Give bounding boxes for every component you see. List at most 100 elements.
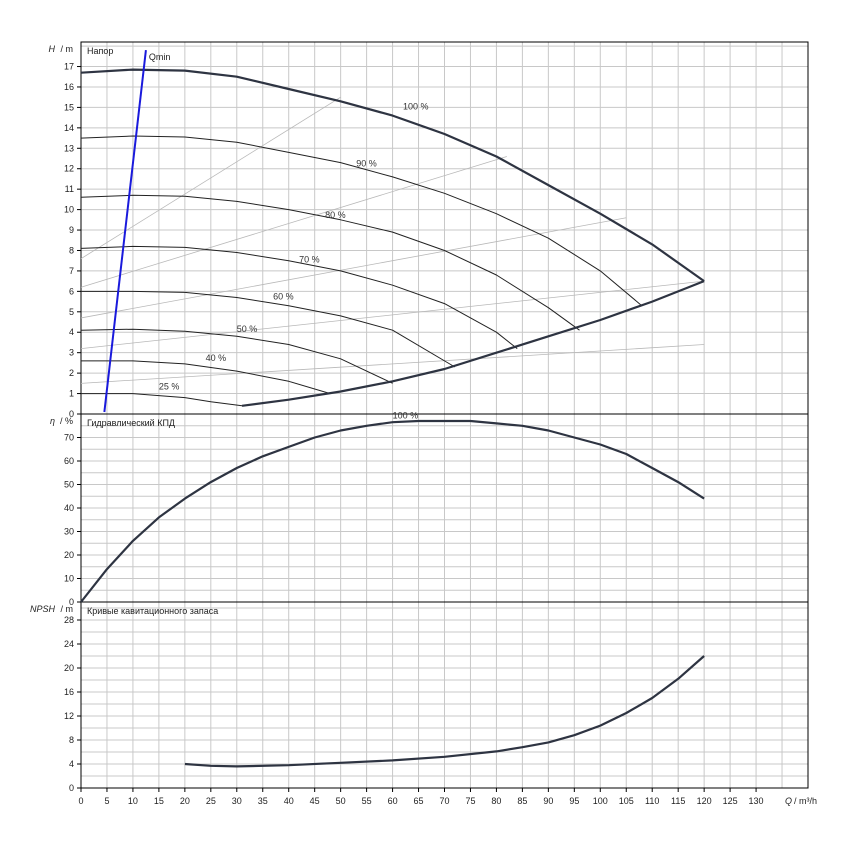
head-curve: [80, 245, 518, 349]
y-tick-label: 15: [64, 102, 74, 112]
head-curve: [80, 194, 580, 331]
head-curve: [80, 68, 705, 282]
panel-3: 0 4 8 12 16 20 24 28 NPSH / m Кривые кавитационног…: [30, 601, 809, 793]
head-curve: [81, 290, 456, 368]
y-axis-symbol: η: [50, 416, 55, 426]
y-tick-label: 30: [64, 527, 74, 537]
curve-label: 25 %: [159, 381, 180, 391]
x-tick-label: 120: [697, 796, 712, 806]
y-tick-label: 0: [69, 409, 74, 419]
npsh-curve: [184, 655, 705, 768]
x-tick-label: 45: [310, 796, 320, 806]
x-tick-label: 80: [491, 796, 501, 806]
y-axis-unit: / m: [61, 44, 74, 54]
x-tick-label: 10: [128, 796, 138, 806]
x-tick-label: 20: [180, 796, 190, 806]
reference-line: [80, 344, 705, 384]
y-tick-label: 14: [64, 123, 74, 133]
npsh-curves: 0 5 10 15 20 25 30 35 40 45 50 55 60 65 70 75 80 85 90 95 10…: [78, 655, 817, 806]
y-tick-label: 4: [69, 759, 74, 769]
reference-line: [80, 156, 507, 288]
y-tick-label: 1: [69, 389, 74, 399]
x-tick-label: 40: [284, 796, 294, 806]
x-tick-label: 105: [619, 796, 634, 806]
x-tick-label: 55: [362, 796, 372, 806]
curve-label: 40 %: [206, 353, 227, 363]
head-curves: 100 % 90 % 80 % 70 % 60 % 50 % 40 % 25 % Qmin: [80, 50, 705, 413]
y-tick-label: 16: [64, 82, 74, 92]
head-curve: [81, 360, 331, 395]
panel-title: Кривые кавитационного запаса: [87, 606, 218, 616]
curve-label: 60 %: [273, 292, 294, 302]
y-tick-label: 13: [64, 143, 74, 153]
head-curve: [80, 328, 393, 384]
curve-label: 70 %: [299, 255, 320, 265]
y-tick-label: 9: [69, 225, 74, 235]
y-axis-symbol: H: [49, 44, 56, 54]
y-tick-label: 50: [64, 480, 74, 490]
y-tick-label: 8: [69, 245, 74, 255]
x-tick-label: 50: [336, 796, 346, 806]
x-tick-label: 130: [749, 796, 764, 806]
y-tick-label: 24: [64, 639, 74, 649]
x-tick-label: 115: [671, 796, 685, 806]
x-tick-label: 5: [104, 796, 109, 806]
x-tick-label: 100: [593, 796, 608, 806]
reference-line: [80, 217, 627, 319]
y-tick-label: 8: [69, 735, 74, 745]
y-tick-label: 0: [69, 597, 74, 607]
curve-label: 100 %: [403, 101, 429, 111]
x-tick-label: 0: [78, 796, 83, 806]
curve-label: 50 %: [237, 324, 258, 334]
x-tick-label: 110: [645, 796, 659, 806]
y-axis-symbol: NPSH: [30, 604, 56, 614]
panel-title: Напор: [87, 46, 113, 56]
y-tick-label: 6: [69, 286, 74, 296]
y-tick-label: 10: [64, 205, 74, 215]
y-tick-label: 70: [64, 433, 74, 443]
x-tick-label: 65: [414, 796, 424, 806]
head-curve: [80, 135, 643, 307]
y-axis-unit: / %: [60, 416, 73, 426]
panel-title: Гидравлический КПД: [87, 418, 175, 428]
x-tick-label: 60: [388, 796, 398, 806]
y-tick-label: 10: [64, 574, 74, 584]
panel-2: 0 10 20 30 40 50 60 70 η / % Гидравлический КПД: [50, 413, 809, 607]
y-tick-label: 20: [64, 663, 74, 673]
reference-line: [80, 280, 705, 349]
qmin-label: Qmin: [149, 52, 171, 62]
y-tick-label: 11: [65, 184, 74, 194]
x-tick-label: 90: [543, 796, 553, 806]
x-tick-label: 35: [258, 796, 268, 806]
y-tick-label: 2: [69, 368, 74, 378]
x-tick-label: 75: [465, 796, 475, 806]
y-tick-label: 4: [69, 327, 74, 337]
y-tick-label: 7: [69, 266, 74, 276]
x-tick-label: 25: [206, 796, 216, 806]
x-tick-label: 95: [569, 796, 579, 806]
x-tick-label: 70: [439, 796, 449, 806]
x-tick-label: 15: [154, 796, 164, 806]
head-curve: [81, 393, 243, 407]
y-tick-label: 17: [64, 62, 74, 72]
x-tick-label: 85: [517, 796, 527, 806]
x-axis-symbol: Q: [785, 796, 792, 806]
curve-label: 90 %: [356, 159, 377, 169]
curve-label: 80 %: [325, 210, 346, 220]
y-tick-label: 3: [69, 348, 74, 358]
efficiency-curves: 100 %: [80, 411, 705, 603]
efficiency-curve: [80, 419, 705, 603]
y-tick-label: 40: [64, 503, 74, 513]
x-tick-label: 125: [723, 796, 738, 806]
efficiency-curve-label: 100 %: [393, 411, 419, 421]
y-tick-label: 0: [69, 783, 74, 793]
y-axis-unit: / m: [61, 604, 74, 614]
y-tick-label: 60: [64, 456, 74, 466]
y-tick-label: 12: [64, 711, 74, 721]
head-curve: [241, 280, 705, 407]
qmin-line: [103, 50, 147, 413]
y-tick-label: 20: [64, 550, 74, 560]
